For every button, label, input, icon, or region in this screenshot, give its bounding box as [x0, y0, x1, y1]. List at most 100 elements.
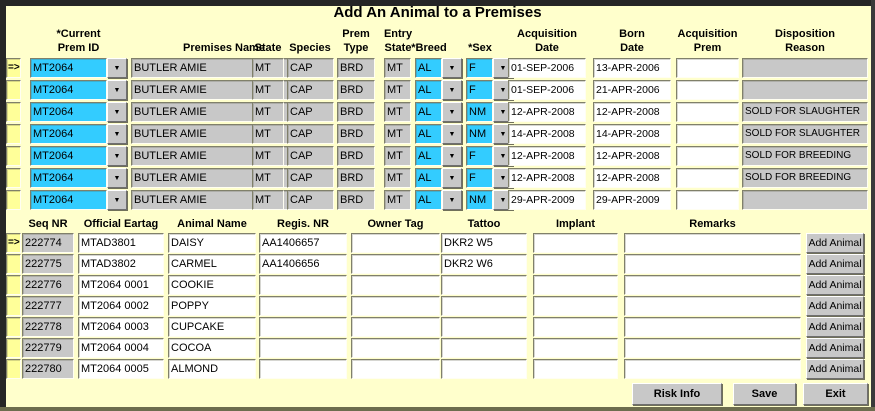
add-animal-button[interactable]: Add Animal: [806, 233, 864, 253]
prem-id-dropdown-button[interactable]: ▼: [107, 58, 127, 78]
prem-id-combobox[interactable]: MT2064: [30, 80, 107, 100]
tattoo-input[interactable]: [441, 359, 527, 379]
breed-dropdown-button[interactable]: ▼: [442, 190, 462, 210]
acquisition-date-input[interactable]: [508, 58, 586, 78]
remarks-input[interactable]: [624, 233, 801, 253]
born-date-input[interactable]: [593, 58, 671, 78]
animal-name-input[interactable]: [168, 359, 256, 379]
regis-nr-input[interactable]: [259, 359, 347, 379]
animal-name-input[interactable]: [168, 296, 256, 316]
regis-nr-input[interactable]: [259, 254, 347, 274]
acquisition-date-input[interactable]: [508, 102, 586, 122]
breed-combobox[interactable]: AL: [415, 80, 442, 100]
regis-nr-input[interactable]: [259, 233, 347, 253]
acquisition-prem-input[interactable]: [676, 146, 739, 166]
record-indicator[interactable]: [6, 124, 21, 144]
tattoo-input[interactable]: [441, 338, 527, 358]
remarks-input[interactable]: [624, 275, 801, 295]
official-eartag-input[interactable]: [78, 317, 164, 337]
breed-combobox[interactable]: AL: [415, 124, 442, 144]
acquisition-date-input[interactable]: [508, 124, 586, 144]
acquisition-prem-input[interactable]: [676, 168, 739, 188]
prem-id-dropdown-button[interactable]: ▼: [107, 146, 127, 166]
exit-button[interactable]: Exit: [803, 383, 868, 405]
prem-id-combobox[interactable]: MT2064: [30, 190, 107, 210]
prem-id-dropdown-button[interactable]: ▼: [107, 124, 127, 144]
breed-dropdown-button[interactable]: ▼: [442, 102, 462, 122]
prem-id-combobox[interactable]: MT2064: [30, 168, 107, 188]
owner-tag-input[interactable]: [351, 254, 440, 274]
sex-combobox[interactable]: F: [466, 168, 493, 188]
born-date-input[interactable]: [593, 102, 671, 122]
save-button[interactable]: Save: [733, 383, 796, 405]
sex-combobox[interactable]: F: [466, 58, 493, 78]
sex-combobox[interactable]: NM: [466, 190, 493, 210]
owner-tag-input[interactable]: [351, 359, 440, 379]
remarks-input[interactable]: [624, 359, 801, 379]
record-indicator[interactable]: [6, 190, 21, 210]
record-indicator[interactable]: [6, 317, 21, 337]
acquisition-prem-input[interactable]: [676, 80, 739, 100]
animal-name-input[interactable]: [168, 275, 256, 295]
tattoo-input[interactable]: [441, 254, 527, 274]
tattoo-input[interactable]: [441, 317, 527, 337]
official-eartag-input[interactable]: [78, 254, 164, 274]
record-indicator[interactable]: [6, 338, 21, 358]
breed-combobox[interactable]: AL: [415, 102, 442, 122]
remarks-input[interactable]: [624, 254, 801, 274]
official-eartag-input[interactable]: [78, 233, 164, 253]
record-indicator[interactable]: [6, 102, 21, 122]
breed-dropdown-button[interactable]: ▼: [442, 146, 462, 166]
regis-nr-input[interactable]: [259, 275, 347, 295]
breed-combobox[interactable]: AL: [415, 58, 442, 78]
breed-combobox[interactable]: AL: [415, 190, 442, 210]
add-animal-button[interactable]: Add Animal: [806, 296, 864, 316]
add-animal-button[interactable]: Add Animal: [806, 359, 864, 379]
breed-dropdown-button[interactable]: ▼: [442, 124, 462, 144]
implant-input[interactable]: [533, 338, 618, 358]
breed-dropdown-button[interactable]: ▼: [442, 168, 462, 188]
animal-name-input[interactable]: [168, 317, 256, 337]
record-indicator[interactable]: [6, 296, 21, 316]
born-date-input[interactable]: [593, 124, 671, 144]
breed-combobox[interactable]: AL: [415, 168, 442, 188]
implant-input[interactable]: [533, 275, 618, 295]
acquisition-date-input[interactable]: [508, 146, 586, 166]
prem-id-dropdown-button[interactable]: ▼: [107, 168, 127, 188]
breed-dropdown-button[interactable]: ▼: [442, 80, 462, 100]
tattoo-input[interactable]: [441, 233, 527, 253]
prem-id-dropdown-button[interactable]: ▼: [107, 190, 127, 210]
record-indicator[interactable]: [6, 168, 21, 188]
implant-input[interactable]: [533, 233, 618, 253]
tattoo-input[interactable]: [441, 275, 527, 295]
add-animal-button[interactable]: Add Animal: [806, 254, 864, 274]
sex-combobox[interactable]: NM: [466, 124, 493, 144]
breed-dropdown-button[interactable]: ▼: [442, 58, 462, 78]
prem-id-combobox[interactable]: MT2064: [30, 58, 107, 78]
owner-tag-input[interactable]: [351, 233, 440, 253]
acquisition-date-input[interactable]: [508, 80, 586, 100]
implant-input[interactable]: [533, 296, 618, 316]
record-indicator[interactable]: [6, 254, 21, 274]
owner-tag-input[interactable]: [351, 296, 440, 316]
acquisition-prem-input[interactable]: [676, 190, 739, 210]
acquisition-prem-input[interactable]: [676, 58, 739, 78]
official-eartag-input[interactable]: [78, 296, 164, 316]
record-indicator[interactable]: =>: [6, 58, 21, 78]
owner-tag-input[interactable]: [351, 275, 440, 295]
official-eartag-input[interactable]: [78, 338, 164, 358]
record-indicator[interactable]: [6, 359, 21, 379]
remarks-input[interactable]: [624, 317, 801, 337]
owner-tag-input[interactable]: [351, 317, 440, 337]
regis-nr-input[interactable]: [259, 338, 347, 358]
record-indicator[interactable]: =>: [6, 233, 21, 253]
remarks-input[interactable]: [624, 296, 801, 316]
prem-id-combobox[interactable]: MT2064: [30, 124, 107, 144]
record-indicator[interactable]: [6, 146, 21, 166]
breed-combobox[interactable]: AL: [415, 146, 442, 166]
animal-name-input[interactable]: [168, 254, 256, 274]
animal-name-input[interactable]: [168, 338, 256, 358]
owner-tag-input[interactable]: [351, 338, 440, 358]
prem-id-combobox[interactable]: MT2064: [30, 146, 107, 166]
regis-nr-input[interactable]: [259, 317, 347, 337]
